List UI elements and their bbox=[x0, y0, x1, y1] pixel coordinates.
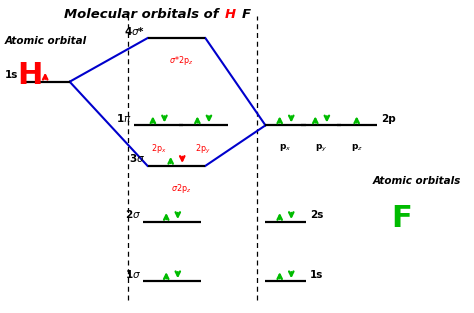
Text: $\sigma$*2p$_z$: $\sigma$*2p$_z$ bbox=[169, 54, 193, 67]
Text: H: H bbox=[225, 8, 236, 22]
Text: Atomic orbitals: Atomic orbitals bbox=[372, 177, 461, 187]
Text: 1s: 1s bbox=[310, 269, 323, 280]
Text: 2p$_y$: 2p$_y$ bbox=[195, 142, 211, 156]
Text: 1$\sigma$: 1$\sigma$ bbox=[125, 268, 141, 280]
Text: 2s: 2s bbox=[310, 210, 323, 220]
Text: p$_z$: p$_z$ bbox=[351, 142, 363, 153]
Text: 1s: 1s bbox=[5, 70, 18, 80]
Text: Atomic orbital: Atomic orbital bbox=[5, 36, 87, 46]
Text: p$_y$: p$_y$ bbox=[315, 142, 327, 154]
Text: F: F bbox=[391, 204, 411, 233]
Text: 3$\sigma$: 3$\sigma$ bbox=[129, 152, 146, 164]
Text: $\sigma$2p$_z$: $\sigma$2p$_z$ bbox=[171, 182, 191, 195]
Text: 1$\pi$: 1$\pi$ bbox=[116, 112, 132, 124]
Text: H: H bbox=[17, 61, 42, 90]
Text: p$_x$: p$_x$ bbox=[279, 142, 292, 153]
Text: 4$\sigma$*: 4$\sigma$* bbox=[124, 24, 146, 37]
Text: Molecular orbitals of: Molecular orbitals of bbox=[64, 8, 223, 22]
Text: 2p$_x$: 2p$_x$ bbox=[151, 142, 166, 156]
Text: F: F bbox=[241, 8, 250, 22]
Text: 2p: 2p bbox=[381, 114, 396, 124]
Text: 2$\sigma$: 2$\sigma$ bbox=[125, 208, 141, 220]
